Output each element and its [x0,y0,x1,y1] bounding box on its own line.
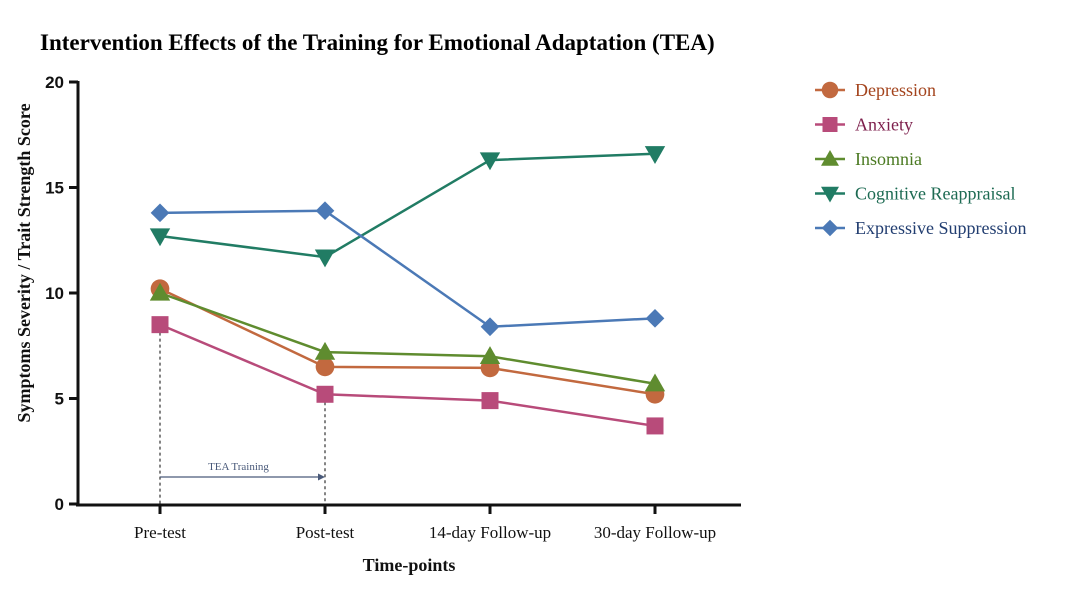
arrowhead-icon [318,473,325,481]
legend-item: Cognitive Reappraisal [815,184,1015,204]
x-tick-label: Post-test [296,523,355,542]
series-line [159,152,656,259]
series-line [159,209,656,329]
circle-icon [821,81,839,99]
series-line [159,291,656,385]
x-tick-label: 30-day Follow-up [594,523,716,542]
data-point-triangle-up [149,282,171,301]
data-point-diamond [480,317,500,337]
data-point-triangle-down [644,146,666,164]
triangle-up-icon [821,150,839,166]
legend-label: Insomnia [855,149,922,169]
triangle-down-icon [821,186,839,203]
legend-item: Depression [815,80,936,100]
series-insomnia [149,282,666,392]
data-point-square [316,385,334,403]
legend: Depression Anxiety Insomnia Cognitive Reapp… [815,80,1026,238]
data-point-diamond [150,203,170,223]
chart-title: Intervention Effects of the Training for… [40,30,715,55]
data-point-circle [315,357,335,377]
y-tick-label: 0 [55,495,64,514]
data-point-triangle-down [149,228,171,247]
axes [76,81,741,507]
x-tick-label: 14-day Follow-up [429,523,551,542]
data-point-diamond [645,308,665,328]
x-axis-label: Time-points [363,555,456,575]
data-point-square [481,392,499,410]
data-point-diamond [315,201,335,221]
data-point-triangle-up [479,346,501,364]
data-point-triangle-up [644,373,666,392]
legend-label: Cognitive Reappraisal [855,184,1015,204]
y-axis-label: Symptoms Severity / Trait Strength Score [14,103,34,422]
y-ticks: 0 5 10 15 20 [45,73,78,514]
x-ticks: Pre-test Post-test 14-day Follow-up 30-day … [134,505,716,542]
series-line [159,323,656,428]
legend-item: Expressive Suppression [815,218,1026,238]
data-point-triangle-down [479,152,501,171]
y-tick-label: 5 [55,390,64,409]
legend-item: Anxiety [815,115,913,135]
data-point-square [151,316,169,334]
tea-training-annotation: TEA Training [159,332,326,504]
data-point-square [646,417,664,435]
legend-label: Expressive Suppression [855,218,1026,238]
series-cognitive-reappraisal [149,146,666,268]
legend-label: Anxiety [855,115,913,135]
square-icon [822,117,838,132]
data-point-triangle-down [314,249,336,268]
series-anxiety [151,316,664,435]
series-line [159,287,656,396]
y-tick-label: 10 [45,284,64,303]
series-expressive-suppression [150,201,665,337]
series-group [149,146,666,435]
data-point-triangle-up [314,341,336,360]
y-tick-label: 15 [45,179,64,198]
y-tick-label: 20 [45,73,64,92]
series-depression [150,279,665,404]
tea-training-label: TEA Training [208,461,269,473]
x-tick-label: Pre-test [134,523,186,542]
diamond-icon [821,219,839,237]
legend-item: Insomnia [815,149,922,169]
legend-label: Depression [855,80,936,100]
